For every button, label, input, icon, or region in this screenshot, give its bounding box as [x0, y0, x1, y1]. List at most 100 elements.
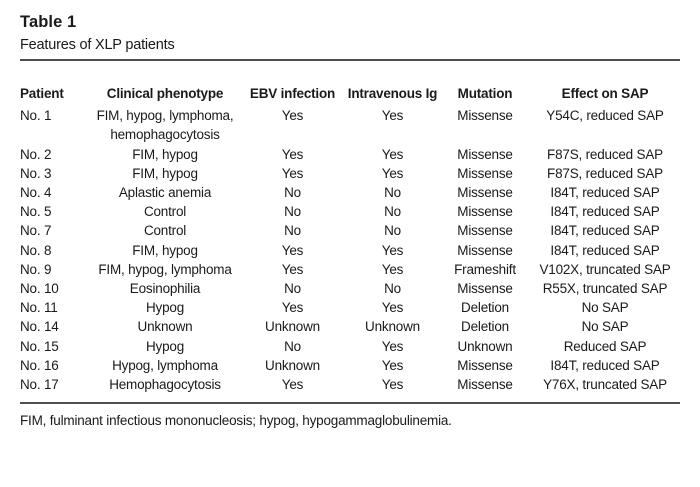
table-cell: Y76X, truncated SAP: [543, 377, 667, 393]
table-cell: No: [284, 185, 301, 201]
table-row: No. 8 FIM, hypog Yes Yes Missense I84T, reduc…: [20, 241, 680, 260]
table-cell: Missense: [457, 242, 513, 258]
table-cell: Yes: [281, 377, 304, 393]
table-row: No. 14 Unknown Unknown Unknown Deletion No SA…: [20, 317, 680, 336]
table-cell: Yes: [281, 108, 304, 124]
table-caption: Features of XLP patients: [20, 37, 175, 53]
table-cell: Missense: [457, 281, 513, 297]
table-cell: Yes: [381, 108, 404, 124]
table-cell: Deletion: [461, 300, 509, 316]
table-cell: FIM, hypog: [132, 146, 198, 162]
table-cell: No. 5: [20, 204, 52, 220]
table-body: No. 1 FIM, hypog, lymphoma, hemophagocyto…: [20, 106, 680, 394]
table-cell: Yes: [381, 338, 404, 354]
table-cell: No: [384, 281, 401, 297]
table-cell: Yes: [381, 357, 404, 373]
table-cell: I84T, reduced SAP: [550, 204, 660, 220]
column-header: Mutation: [457, 86, 513, 101]
table-cell: R55X, truncated SAP: [542, 281, 668, 297]
table-cell: F87S, reduced SAP: [547, 165, 663, 181]
table-cell: Hypog: [145, 338, 185, 354]
table-cell: No. 15: [20, 338, 59, 354]
table-cell: F87S, reduced SAP: [547, 146, 663, 162]
table-label: Table 1: [20, 13, 77, 31]
table-cell: Hypog, lymphoma: [112, 357, 218, 373]
table-cell: No. 11: [20, 300, 58, 316]
table-cell: FIM, hypog: [132, 165, 198, 181]
table-row: No. 17 Hemophagocytosis Yes Yes Missense Y76X…: [20, 375, 680, 394]
table-cell: Missense: [457, 185, 513, 201]
table-cell: Aplastic anemia: [118, 185, 212, 201]
table-cell: No. 17: [20, 377, 59, 393]
column-header: Intravenous Ig: [347, 86, 438, 101]
table-cell: Missense: [457, 377, 513, 393]
table-cell: Yes: [381, 261, 404, 277]
table-cell: I84T, reduced SAP: [550, 242, 660, 258]
table-cell: Yes: [381, 165, 404, 181]
table-cell: Y54C, reduced SAP: [546, 108, 664, 124]
table-cell: No. 8: [20, 242, 52, 258]
table-cell: Yes: [281, 242, 304, 258]
table-cell: No SAP: [581, 319, 629, 335]
table-cell: Control: [143, 223, 187, 239]
top-rule: [20, 59, 680, 61]
table-row: No. 10 Eosinophilia No No Missense R55X, trun…: [20, 279, 680, 298]
table-cell: No. 16: [20, 357, 59, 373]
table-cell: V102X, truncated SAP: [539, 261, 671, 277]
table-cell: FIM, hypog, lymphoma: [98, 261, 232, 277]
table-cell: No: [284, 338, 301, 354]
column-header: EBV infection: [249, 86, 336, 101]
table-cell: No. 2: [20, 146, 52, 162]
table-cell: Missense: [457, 223, 513, 239]
table-cell: No. 1: [20, 108, 52, 124]
table-cell: Hypog: [145, 300, 185, 316]
table-row: No. 5 Control No No Missense I84T, reduced SA…: [20, 202, 680, 221]
table-cell: Yes: [281, 165, 304, 181]
table-cell: Missense: [457, 165, 513, 181]
header-row: Patient Clinical phenotype EBV infection In…: [20, 84, 680, 106]
table-cell: No: [284, 223, 301, 239]
table-cell: Deletion: [461, 319, 509, 335]
table-row: No. 16 Hypog, lymphoma Unknown Yes Missense I…: [20, 356, 680, 375]
table-cell: No SAP: [581, 300, 629, 316]
table-cell: Yes: [281, 146, 304, 162]
table-cell: Missense: [457, 146, 513, 162]
column-header: Effect on SAP: [561, 86, 649, 101]
table-cell: Yes: [281, 300, 304, 316]
table-cell: No. 14: [20, 319, 59, 335]
table-row: No. 7 Control No No Missense I84T, reduced SA…: [20, 221, 680, 240]
table-cell: Yes: [281, 261, 304, 277]
table-cell: I84T, reduced SAP: [550, 357, 660, 373]
patients-table: Patient Clinical phenotype EBV infection In…: [20, 84, 680, 394]
table-row: No. 4 Aplastic anemia No No Missense I84T, re…: [20, 183, 680, 202]
table-cell: Reduced SAP: [563, 338, 647, 354]
bottom-rule: [20, 402, 680, 405]
table-cell: Yes: [381, 242, 404, 258]
table-row: No. 11 Hypog Yes Yes Deletion No SAP: [20, 298, 680, 317]
table-row: No. 15 Hypog No Yes Unknown Reduced SAP: [20, 337, 680, 356]
table-cell: No. 9: [20, 261, 52, 277]
table-cell: No. 10: [20, 281, 59, 297]
table-cell: Missense: [457, 108, 513, 124]
table-cell: Hemophagocytosis: [109, 377, 221, 393]
table-cell: No: [384, 185, 401, 201]
table-cell: Missense: [457, 204, 513, 220]
table-row: No. 2 FIM, hypog Yes Yes Missense F87S, reduc…: [20, 145, 680, 164]
table-cell: No: [384, 223, 401, 239]
table-row: No. 3 FIM, hypog Yes Yes Missense F87S, reduc…: [20, 164, 680, 183]
table-cell: Missense: [457, 357, 513, 373]
table-cell: FIM, hypog: [132, 242, 198, 258]
table-cell: Yes: [381, 146, 404, 162]
table-cell: Unknown: [365, 319, 420, 335]
table-cell: Frameshift: [454, 261, 516, 277]
table-cell: I84T, reduced SAP: [550, 185, 660, 201]
table-cell: No. 7: [20, 223, 52, 239]
table-cell: No. 4: [20, 185, 52, 201]
table-cell: No. 3: [20, 165, 52, 181]
table-header: Patient Clinical phenotype EBV infection In…: [20, 84, 680, 106]
table-footnote: FIM, fulminant infectious mononucleosis;…: [20, 413, 452, 429]
table-cell: No: [284, 204, 301, 220]
table-cell: Eosinophilia: [129, 281, 201, 297]
table-cell: No: [384, 204, 401, 220]
